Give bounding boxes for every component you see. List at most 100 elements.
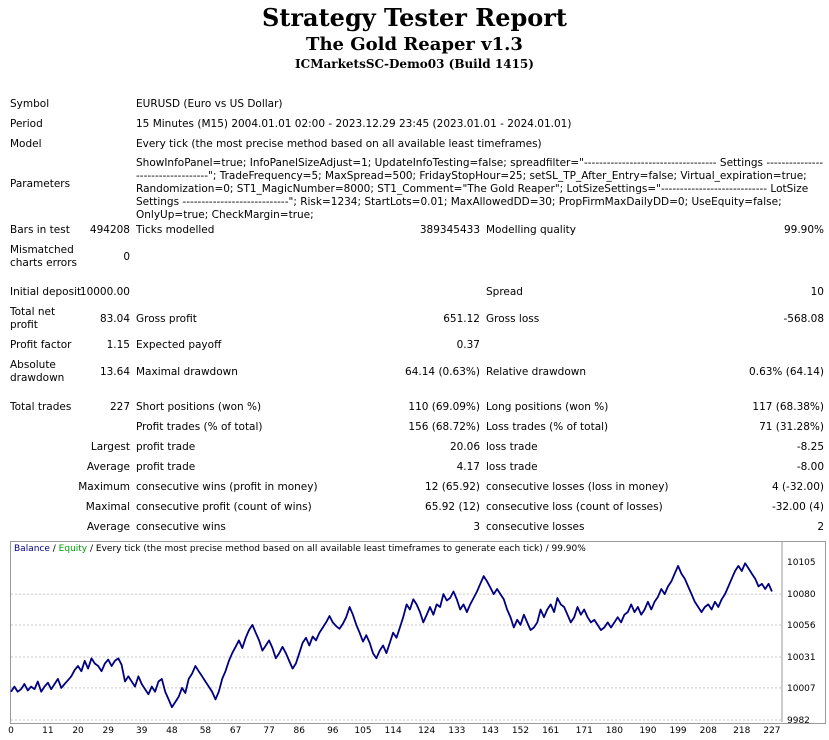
avg-consec-wins-label: consecutive wins	[136, 521, 226, 533]
largest-loss-label: loss trade	[486, 441, 538, 453]
expected-payoff-value: 0.37	[456, 339, 480, 351]
max-consec-wins-label: consecutive wins (profit in money)	[136, 481, 318, 493]
ticks-value: 389345433	[419, 224, 480, 236]
largest-loss-value: -8.25	[796, 441, 824, 453]
x-tick-label: 11	[42, 726, 53, 736]
maximal-consec-profit-label: consecutive profit (count of wins)	[136, 501, 312, 513]
short-value: 110 (69.09%)	[408, 401, 480, 413]
spread-label: Spread	[486, 286, 523, 298]
symbol-label: Symbol	[10, 98, 50, 110]
maximal-label: Maximal	[85, 501, 130, 513]
net-profit-value: 83.04	[99, 313, 130, 325]
chart-legend: Balance / Equity / Every tick (the most …	[14, 544, 586, 554]
server-info: ICMarketsSC-Demo03 (Build 1415)	[295, 57, 534, 71]
x-tick-label: 114	[385, 726, 402, 736]
rel-dd-value: 0.63% (64.14)	[749, 366, 824, 378]
rel-dd-label: Relative drawdown	[486, 366, 587, 378]
x-tick-label: 180	[606, 726, 623, 736]
average-profit-label: profit trade	[136, 461, 196, 473]
x-tick-label: 208	[700, 726, 717, 736]
average-loss-label: loss trade	[486, 461, 538, 473]
parameters-label: Parameters	[10, 178, 71, 190]
x-tick-label: 190	[639, 726, 656, 736]
x-tick-label: 96	[327, 726, 339, 736]
expected-payoff-label: Expected payoff	[136, 339, 222, 351]
average-loss-value: -8.00	[796, 461, 824, 473]
parameters-value: ShowInfoPanel=true; InfoPanelSizeAdjust=…	[136, 157, 824, 221]
x-tick-label: 199	[669, 726, 686, 736]
x-tick-label: 218	[733, 726, 750, 736]
bars-label: Bars in test	[10, 224, 70, 236]
max-dd-value: 64.14 (0.63%)	[405, 366, 480, 378]
period-value: 15 Minutes (M15) 2004.01.01 02:00 - 2023…	[136, 118, 572, 130]
x-tick-label: 0	[8, 726, 14, 736]
deposit-value: 10000.00	[79, 286, 130, 298]
average-profit-value: 4.17	[456, 461, 480, 473]
net-profit-label-1: Total net	[10, 306, 56, 318]
avg-consec-wins-value: 3	[473, 521, 480, 533]
x-tick-label: 86	[294, 726, 306, 736]
report-title: Strategy Tester Report	[261, 3, 568, 32]
legend-equity: Equity	[58, 544, 88, 554]
x-tick-label: 39	[136, 726, 148, 736]
maximum-label: Maximum	[78, 481, 130, 493]
average2-label: Average	[86, 521, 130, 533]
avg-consec-losses-label: consecutive losses	[486, 521, 585, 533]
x-tick-label: 67	[230, 726, 241, 736]
max-consec-losses-label: consecutive losses (loss in money)	[486, 481, 669, 493]
max-dd-label: Maximal drawdown	[136, 366, 238, 378]
x-tick-label: 20	[72, 726, 84, 736]
average-label: Average	[86, 461, 130, 473]
largest-profit-value: 20.06	[449, 441, 480, 453]
abs-dd-label-2: drawdown	[10, 372, 65, 384]
ticks-label: Ticks modelled	[136, 224, 215, 236]
long-label: Long positions (won %)	[486, 401, 609, 413]
profit-trades-value: 156 (68.72%)	[408, 421, 480, 433]
abs-dd-value: 13.64	[99, 366, 130, 378]
x-tick-label: 77	[263, 726, 274, 736]
max-consec-losses-value: 4 (-32.00)	[771, 481, 824, 493]
total-trades-label: Total trades	[10, 401, 72, 413]
x-tick-label: 124	[418, 726, 435, 736]
x-tick-label: 152	[512, 726, 529, 736]
x-tick-label: 48	[166, 726, 178, 736]
profit-factor-value: 1.15	[106, 339, 130, 351]
mismatch-label-1: Mismatched	[10, 244, 74, 256]
largest-label: Largest	[90, 441, 130, 453]
balance-chart	[10, 541, 826, 724]
gross-loss-label: Gross loss	[486, 313, 540, 325]
maximal-consec-profit-value: 65.92 (12)	[425, 501, 480, 513]
period-label: Period	[10, 118, 43, 130]
symbol-value: EURUSD (Euro vs US Dollar)	[136, 98, 283, 110]
mismatch-label-2: charts errors	[10, 257, 77, 269]
x-tick-label: 161	[542, 726, 559, 736]
x-tick-label: 58	[200, 726, 212, 736]
profit-trades-label: Profit trades (% of total)	[136, 421, 263, 433]
legend-rest: / Every tick (the most precise method ba…	[87, 544, 586, 554]
legend-balance: Balance	[14, 544, 50, 554]
x-tick-label: 143	[482, 726, 499, 736]
net-profit-label-2: profit	[10, 319, 38, 331]
loss-trades-label: Loss trades (% of total)	[486, 421, 609, 433]
x-tick-label: 105	[354, 726, 371, 736]
total-trades-value: 227	[109, 401, 130, 413]
largest-profit-label: profit trade	[136, 441, 196, 453]
maximal-consec-loss-value: -32.00 (4)	[771, 501, 824, 513]
deposit-label: Initial deposit	[10, 286, 82, 298]
max-consec-wins-value: 12 (65.92)	[425, 481, 480, 493]
legend-sep: /	[49, 544, 59, 554]
report-subtitle: The Gold Reaper v1.3	[306, 34, 523, 55]
long-value: 117 (68.38%)	[752, 401, 824, 413]
x-tick-label: 133	[448, 726, 465, 736]
avg-consec-losses-value: 2	[817, 521, 824, 533]
abs-dd-label-1: Absolute	[10, 359, 56, 371]
quality-value: 99.90%	[783, 224, 824, 236]
gross-profit-label: Gross profit	[136, 313, 197, 325]
mismatch-value: 0	[123, 251, 130, 263]
loss-trades-value: 71 (31.28%)	[759, 421, 824, 433]
gross-loss-value: -568.08	[783, 313, 824, 325]
short-label: Short positions (won %)	[136, 401, 262, 413]
x-tick-label: 227	[763, 726, 780, 736]
model-value: Every tick (the most precise method base…	[136, 138, 542, 150]
model-label: Model	[10, 138, 42, 150]
